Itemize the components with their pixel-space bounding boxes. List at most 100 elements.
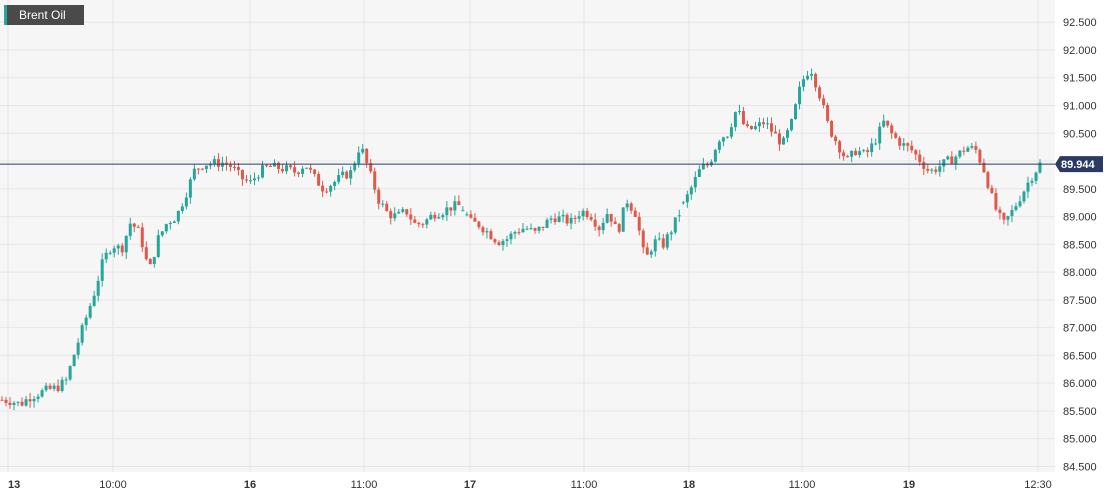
candle-body <box>697 169 701 177</box>
series-legend-badge[interactable]: Brent Oil <box>4 5 84 25</box>
candle <box>601 218 605 235</box>
candle-body <box>549 218 553 220</box>
price-axis[interactable] <box>1055 0 1118 472</box>
candle-body <box>64 379 68 381</box>
time-axis[interactable] <box>0 472 1118 497</box>
candle-body <box>36 396 40 399</box>
candle <box>489 228 493 240</box>
candle <box>277 161 281 174</box>
candle <box>341 166 345 178</box>
candle <box>609 213 613 227</box>
plot-area[interactable] <box>0 0 1055 472</box>
candle <box>369 158 373 174</box>
candle <box>629 201 633 214</box>
candles <box>0 68 1042 411</box>
candle <box>172 220 176 224</box>
candle-body <box>826 105 830 121</box>
candle-body <box>180 206 184 211</box>
candle <box>765 117 769 130</box>
candle-body <box>96 280 100 296</box>
candle <box>886 120 890 128</box>
candle <box>882 114 886 128</box>
candle <box>192 164 196 182</box>
candle-body <box>196 168 200 170</box>
candle <box>72 354 76 367</box>
candle-body <box>269 165 273 167</box>
candle <box>802 75 806 92</box>
candle <box>573 215 577 224</box>
candle <box>144 241 148 261</box>
candle-body <box>693 176 697 188</box>
candle-body <box>489 231 493 240</box>
x-tick-label: 11:00 <box>351 479 378 491</box>
candle-body <box>958 150 962 157</box>
candle <box>16 401 20 407</box>
candle <box>854 148 858 156</box>
candle <box>32 395 36 408</box>
candle <box>64 376 68 385</box>
candle-body <box>32 398 36 402</box>
candle <box>353 161 357 173</box>
candle <box>553 213 557 225</box>
candle <box>798 81 802 110</box>
candle <box>589 213 593 222</box>
candle-body <box>761 122 765 125</box>
candle-body <box>353 163 357 171</box>
candle-body <box>164 224 168 232</box>
candle-body <box>934 169 938 172</box>
candle-body <box>609 214 613 222</box>
candle <box>557 211 561 223</box>
candle <box>697 165 701 178</box>
candle <box>633 207 637 218</box>
candle <box>693 171 697 193</box>
candle-body <box>858 151 862 156</box>
candle-body <box>309 167 313 170</box>
candle <box>521 223 525 233</box>
candle <box>136 225 140 228</box>
candle <box>196 168 200 175</box>
candle <box>429 211 433 220</box>
candle <box>942 159 946 172</box>
candle <box>317 171 321 186</box>
candle <box>108 250 112 256</box>
candle-body <box>445 207 449 216</box>
candle-body <box>717 141 721 150</box>
candle-body <box>914 150 918 155</box>
candle-body <box>701 164 705 170</box>
candle-body <box>930 169 934 171</box>
candle <box>433 211 437 222</box>
candle <box>525 225 529 231</box>
candle-body <box>208 164 212 166</box>
candle <box>281 164 285 174</box>
candle-body <box>573 217 577 219</box>
candle <box>737 104 741 115</box>
candle-body <box>657 238 661 240</box>
candle <box>152 256 156 268</box>
candle-body <box>232 166 236 168</box>
candle-body <box>108 252 112 254</box>
candle <box>473 213 477 222</box>
candle-body <box>1014 206 1018 210</box>
candle <box>389 208 393 225</box>
candle-body <box>337 175 341 182</box>
candle-body <box>938 166 942 172</box>
candle-body <box>810 73 814 76</box>
candle <box>938 160 942 177</box>
candle-body <box>1030 180 1034 183</box>
candle <box>810 68 814 81</box>
candle <box>838 139 842 159</box>
candle-body <box>497 242 501 246</box>
candle <box>228 161 232 172</box>
candle <box>974 141 978 154</box>
y-tick-label: 91.500 <box>1063 73 1097 85</box>
candle-body <box>790 119 794 131</box>
candle-body <box>822 98 826 106</box>
candle-body <box>132 223 136 227</box>
candle <box>397 208 401 214</box>
candle <box>681 200 685 205</box>
candle-body <box>48 385 52 389</box>
candle <box>713 148 717 163</box>
candle-body <box>874 143 878 145</box>
